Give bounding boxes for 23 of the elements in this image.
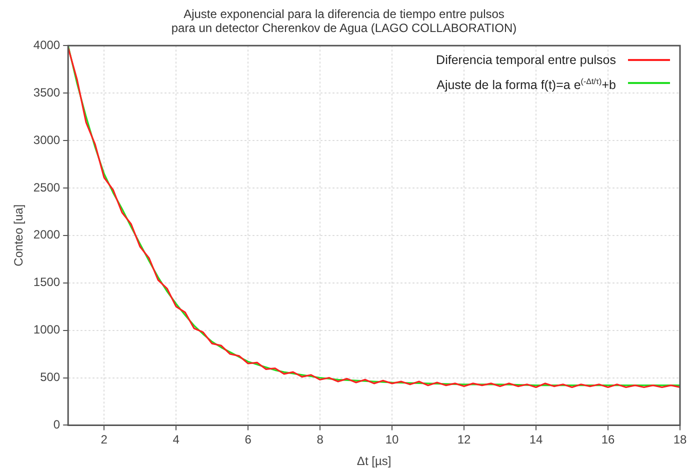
y-tick-label: 3500 <box>33 85 60 100</box>
y-tick-label: 3000 <box>33 132 60 147</box>
x-tick-label: 8 <box>316 432 324 447</box>
x-tick-label: 14 <box>529 432 544 447</box>
y-axis-title: Conteo [ua] <box>12 204 26 266</box>
x-axis-title: Δt [µs] <box>356 454 392 468</box>
legend-label: Ajuste de la forma f(t)=a e$^{(-Δt/τ)}$+b <box>436 76 616 94</box>
x-tick-label: 2 <box>100 432 108 447</box>
x-tick-label: 10 <box>385 432 400 447</box>
x-tick-label: 18 <box>673 432 687 447</box>
x-tick-label: 6 <box>244 432 252 447</box>
legend-label: Diferencia temporal entre pulsos <box>436 52 616 69</box>
chart-title: Ajuste exponencial para la diferencia de tiempo entre pulsos para un detector Cherenkov de Agua (LAGO COLLABORATION) <box>171 7 517 36</box>
x-tick-label: 12 <box>457 432 472 447</box>
y-tick-label: 1500 <box>33 275 60 290</box>
y-tick-label: 4000 <box>33 38 60 52</box>
y-tick-label: 2500 <box>33 180 60 194</box>
y-tick-label: 500 <box>40 370 60 384</box>
x-tick-label: 16 <box>601 432 616 447</box>
y-tick-label: 2000 <box>33 228 60 242</box>
x-tick-label: 4 <box>172 432 180 447</box>
y-tick-label: 0 <box>53 418 60 432</box>
y-tick-label: 1000 <box>33 322 60 337</box>
